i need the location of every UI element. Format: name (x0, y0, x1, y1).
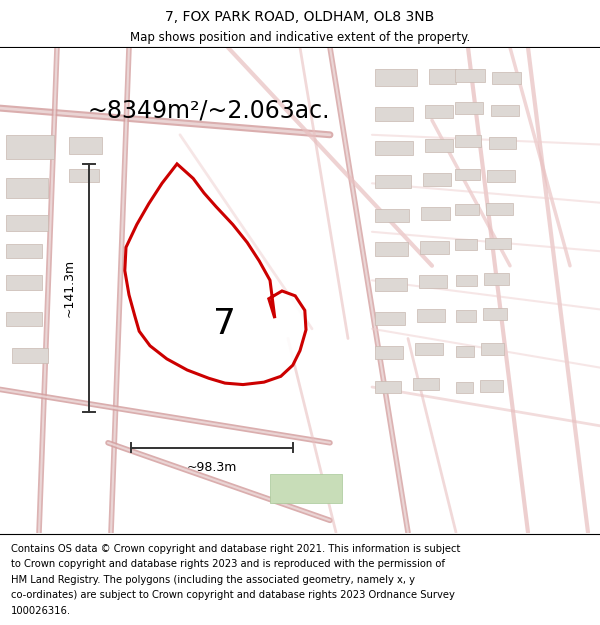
Bar (429, 69, 456, 84)
Polygon shape (125, 164, 306, 384)
Bar (456, 382, 473, 393)
Bar (456, 276, 477, 286)
Text: Contains OS data © Crown copyright and database right 2021. This information is : Contains OS data © Crown copyright and d… (11, 544, 460, 554)
Bar (270, 474, 342, 503)
Text: 7, FOX PARK ROAD, OLDHAM, OL8 3NB: 7, FOX PARK ROAD, OLDHAM, OL8 3NB (166, 11, 434, 24)
Bar (419, 276, 447, 288)
Bar (417, 309, 445, 321)
Bar (455, 102, 483, 114)
Bar (483, 308, 507, 320)
Text: co-ordinates) are subject to Crown copyright and database rights 2023 Ordnance S: co-ordinates) are subject to Crown copyr… (11, 590, 455, 600)
Bar (6, 244, 42, 259)
Bar (491, 105, 519, 116)
Bar (6, 276, 42, 290)
Text: ~141.3m: ~141.3m (62, 259, 76, 317)
Bar (413, 378, 439, 391)
Bar (6, 215, 48, 231)
Bar (375, 209, 409, 222)
Bar (69, 169, 99, 182)
Bar (375, 346, 403, 359)
Bar (456, 346, 474, 357)
Text: Map shows position and indicative extent of the property.: Map shows position and indicative extent… (130, 31, 470, 44)
Bar (425, 139, 453, 152)
Bar (486, 202, 513, 215)
Text: 7: 7 (214, 307, 236, 341)
Text: to Crown copyright and database rights 2023 and is reproduced with the permissio: to Crown copyright and database rights 2… (11, 559, 445, 569)
Bar (6, 179, 48, 198)
Bar (375, 107, 413, 121)
Bar (425, 105, 453, 118)
Bar (6, 312, 42, 326)
Bar (484, 273, 509, 285)
Bar (12, 348, 48, 362)
Bar (455, 169, 480, 181)
Text: HM Land Registry. The polygons (including the associated geometry, namely x, y: HM Land Registry. The polygons (includin… (11, 574, 415, 584)
Bar (455, 69, 485, 82)
Bar (375, 242, 408, 256)
Bar (375, 141, 413, 155)
Text: ~8349m²/~2.063ac.: ~8349m²/~2.063ac. (87, 98, 329, 122)
Bar (375, 69, 417, 86)
Text: ~98.3m: ~98.3m (187, 461, 237, 474)
Bar (481, 343, 504, 355)
Bar (492, 72, 521, 84)
Bar (489, 138, 516, 149)
Bar (421, 207, 450, 219)
Bar (480, 380, 503, 392)
Bar (415, 343, 443, 356)
Bar (455, 204, 479, 215)
Bar (455, 135, 481, 147)
Bar (375, 174, 411, 188)
Bar (423, 173, 451, 186)
Bar (69, 138, 102, 154)
Bar (455, 239, 477, 250)
Text: 100026316.: 100026316. (11, 606, 71, 616)
Bar (6, 135, 54, 159)
Bar (487, 170, 515, 182)
Bar (375, 381, 401, 393)
Bar (375, 312, 405, 325)
Bar (375, 278, 407, 291)
Bar (420, 241, 449, 254)
Bar (456, 311, 476, 321)
Bar (485, 238, 511, 249)
